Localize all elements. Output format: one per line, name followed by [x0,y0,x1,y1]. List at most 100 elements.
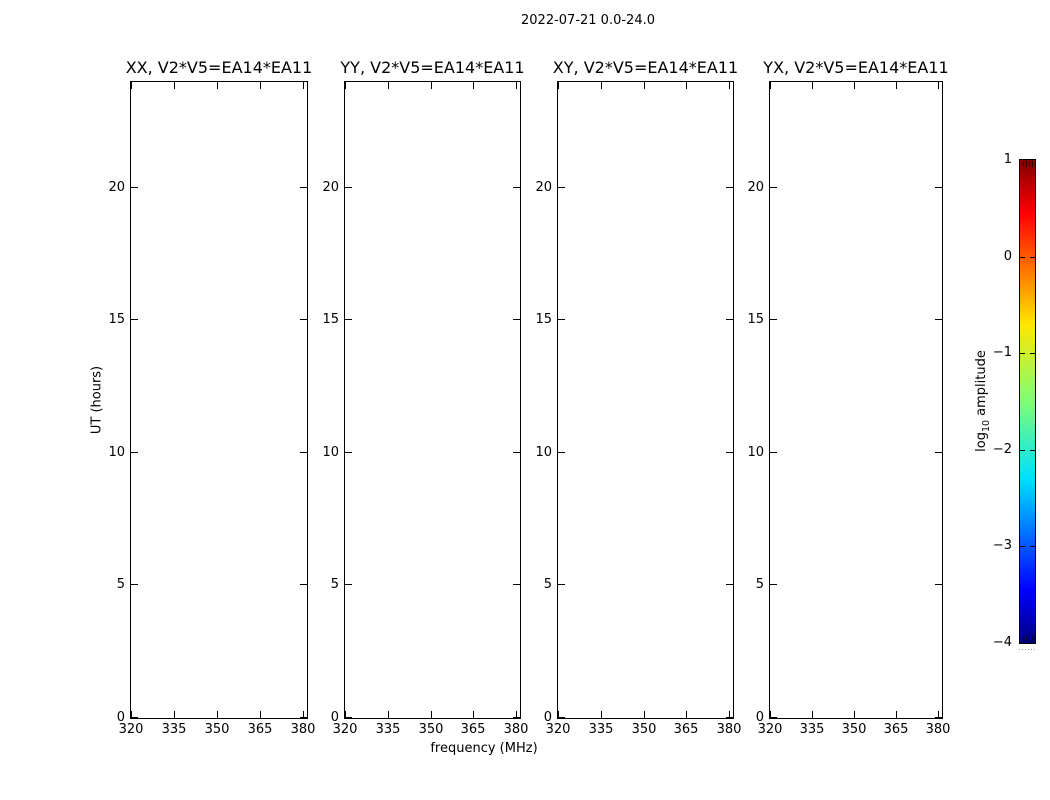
colorbar: 1 0 −1 −2 −3 −4 [993,152,1036,650]
x-tick-label: 335 [799,722,825,737]
y-axis-label: UT (hours) [89,365,105,435]
panel-yy: YY, V2*V5=EA14*EA11 320 335 350 365 380 0 5 10 15… [322,58,528,737]
x-axis-label: frequency (MHz) [430,741,538,756]
y-tick-mark [726,717,733,718]
x-tick-mark [686,82,687,89]
colorbar-edge-hatch [1023,636,1024,642]
panel-xy: XY, V2*V5=EA14*EA11 320 335 350 365 380 0 5 10 15… [535,58,741,737]
x-tick-label: 365 [883,722,909,737]
y-tick-label: 10 [322,445,339,460]
y-tick-label: 10 [535,445,552,460]
panel-yx: YX, V2*V5=EA14*EA11 320 335 350 365 380 0 5 10 15… [747,58,950,737]
colorbar-label-subscript: 10 [980,419,992,433]
y-tick-mark [935,319,942,320]
x-tick-label: 365 [460,722,486,737]
x-tick-mark [896,711,897,718]
y-tick-label: 20 [747,180,764,195]
x-tick-label: 350 [204,722,230,737]
y-tick-mark [558,319,565,320]
colorbar-axis-label: log10 amplitude [974,350,992,452]
y-tick-mark [935,717,942,718]
y-tick-mark [726,584,733,585]
x-tick-mark [558,711,559,718]
panel-title: YX, V2*V5=EA14*EA11 [763,58,949,77]
x-tick-mark [770,711,771,718]
y-tick-mark [300,187,307,188]
x-tick-label: 320 [757,722,783,737]
x-tick-label: 365 [673,722,699,737]
y-tick-mark [300,319,307,320]
x-tick-mark [473,711,474,718]
y-tick-mark [558,584,565,585]
x-tick-mark [686,711,687,718]
y-tick-mark [131,187,138,188]
y-tick-mark [558,452,565,453]
x-tick-label: 350 [631,722,657,737]
y-tick-mark [770,187,777,188]
x-tick-mark [388,711,389,718]
y-tick-mark [935,452,942,453]
colorbar-tick-mark [1020,546,1025,547]
x-tick-mark [217,711,218,718]
panel-title: XY, V2*V5=EA14*EA11 [552,58,739,77]
colorbar-tick-mark [1030,450,1035,451]
y-tick-mark [558,717,565,718]
y-tick-mark [131,319,138,320]
x-tick-mark [729,711,730,718]
y-tick-mark [770,584,777,585]
colorbar-edge-hatch [1029,161,1030,167]
x-tick-mark [812,82,813,89]
colorbar-tick-mark [1030,353,1035,354]
x-tick-label: 335 [375,722,401,737]
y-tick-mark [300,717,307,718]
x-tick-mark [303,711,304,718]
x-tick-mark [938,82,939,89]
colorbar-edge-hatch [1026,161,1027,167]
x-tick-mark [303,82,304,89]
colorbar-edge-hatch [1032,636,1033,642]
x-tick-mark [431,82,432,89]
y-tick-label: 5 [543,577,552,592]
y-tick-mark [770,452,777,453]
colorbar-tick-label: −4 [992,635,1012,650]
panel-title: XX, V2*V5=EA14*EA11 [125,58,313,77]
y-tick-label: 0 [330,710,339,725]
x-tick-mark [558,82,559,89]
x-tick-label: 335 [161,722,187,737]
colorbar-tick-mark [1030,546,1035,547]
x-tick-mark [729,82,730,89]
x-tick-mark [601,711,602,718]
x-tick-label: 320 [332,722,358,737]
y-tick-label: 0 [543,710,552,725]
y-tick-label: 0 [755,710,764,725]
colorbar-tick-label: 0 [1003,249,1012,264]
colorbar-tick-mark [1020,450,1025,451]
x-tick-mark [854,82,855,89]
x-tick-mark [896,82,897,89]
y-tick-label: 15 [322,312,339,327]
y-tick-label: 15 [108,312,125,327]
x-tick-label: 380 [716,722,742,737]
y-tick-mark [513,584,520,585]
colorbar-tick-label: −3 [992,538,1012,553]
x-tick-mark [854,711,855,718]
y-tick-mark [345,584,352,585]
x-tick-label: 380 [290,722,316,737]
y-tick-label: 10 [108,445,125,460]
x-tick-label: 365 [247,722,273,737]
y-tick-mark [558,187,565,188]
colorbar-tick-label: −2 [992,442,1012,457]
x-tick-mark [217,82,218,89]
y-tick-label: 5 [330,577,339,592]
y-tick-label: 10 [747,445,764,460]
y-tick-label: 15 [535,312,552,327]
y-tick-label: 5 [116,577,125,592]
panel-title: YY, V2*V5=EA14*EA11 [340,58,525,77]
x-tick-mark [345,82,346,89]
x-tick-mark [644,711,645,718]
x-tick-label: 380 [503,722,529,737]
figure-title: 2022-07-21 0.0-24.0 [521,13,655,28]
y-tick-mark [770,319,777,320]
x-tick-mark [345,711,346,718]
colorbar-edge-hatch [1035,161,1036,167]
